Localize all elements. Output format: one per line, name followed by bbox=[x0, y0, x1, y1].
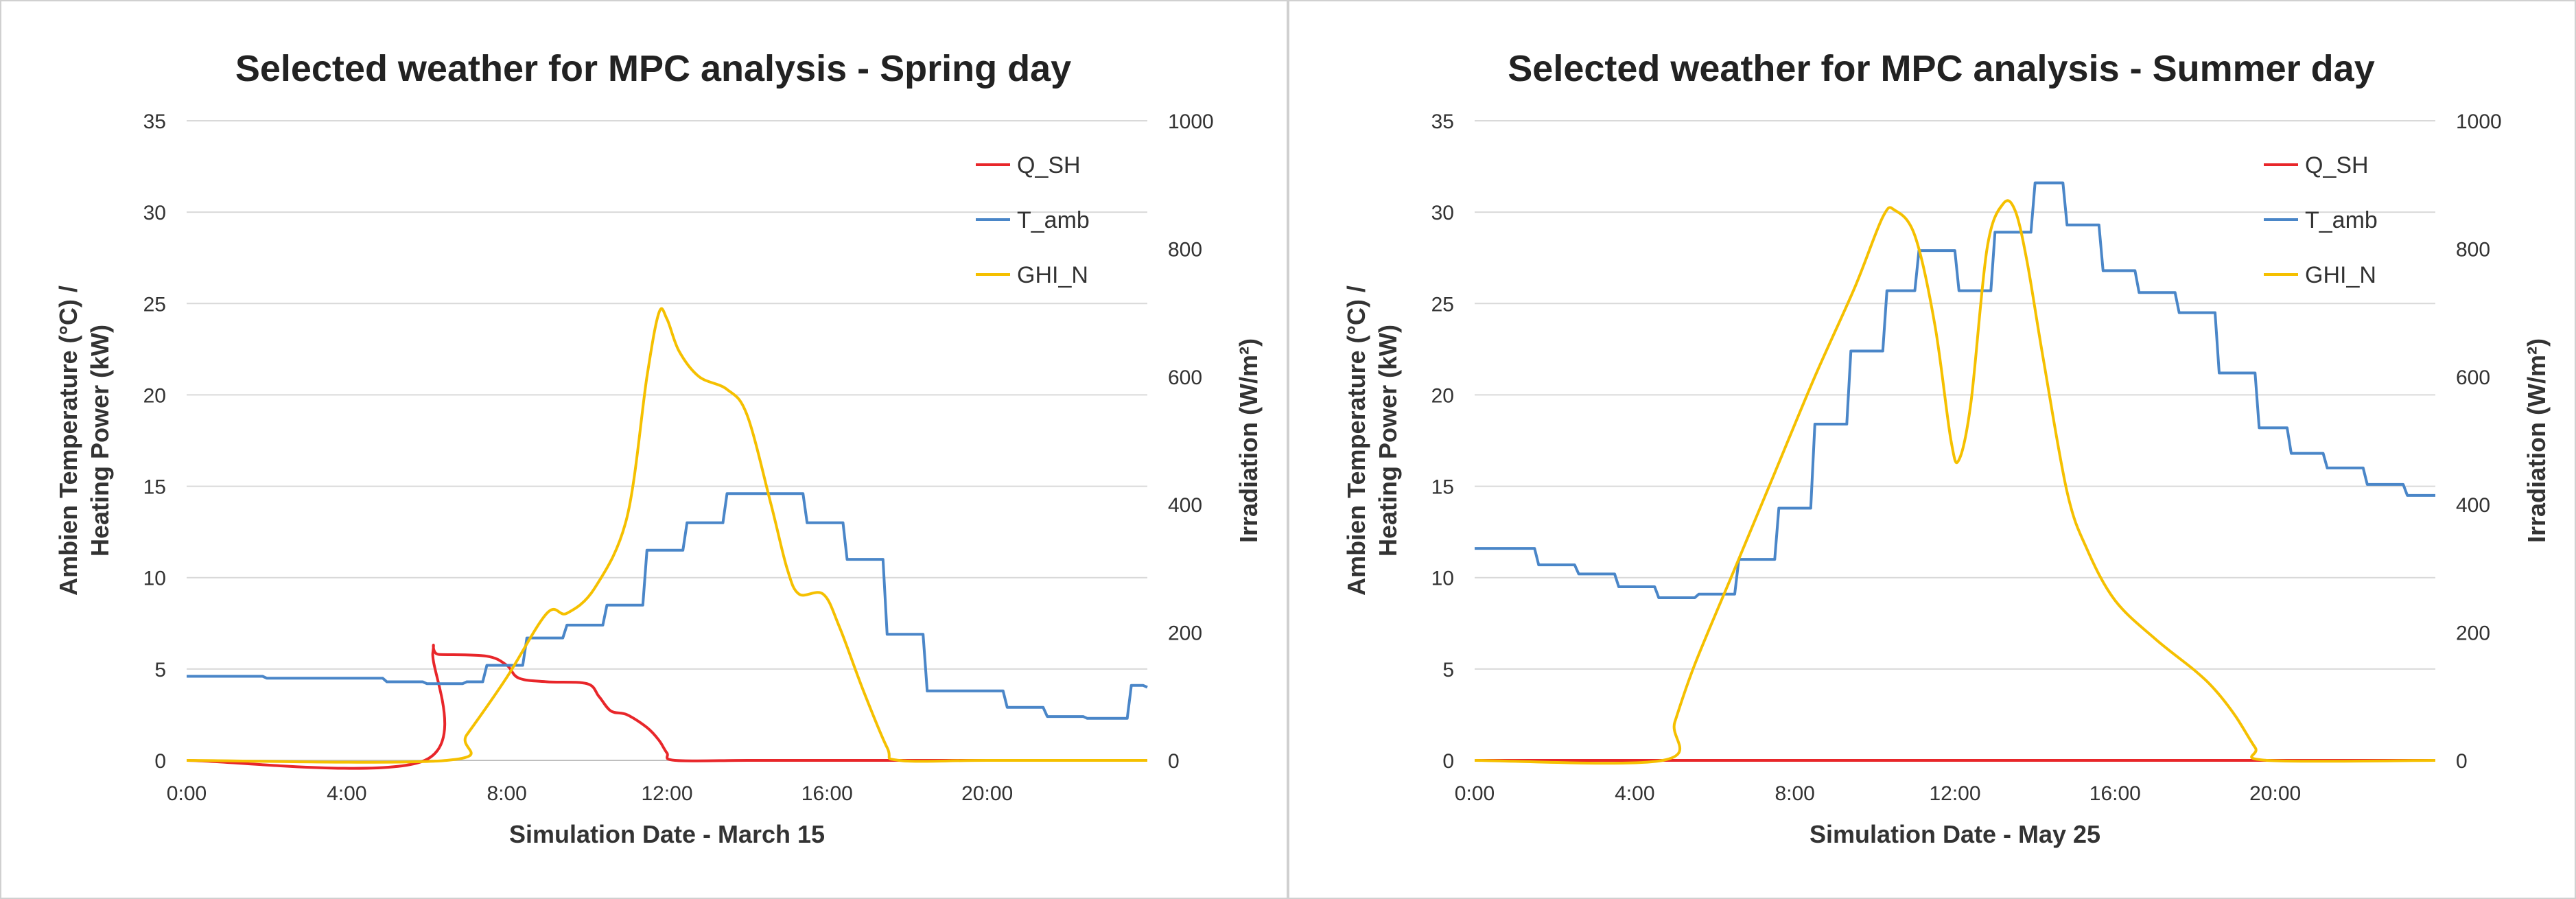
legend-label: T_amb bbox=[1017, 207, 1090, 233]
panel-frame bbox=[0, 0, 1288, 899]
y-right-tick-label: 800 bbox=[2456, 238, 2490, 261]
y-right-tick-label: 1000 bbox=[1168, 110, 1214, 133]
chart-title: Selected weather for MPC analysis - Summ… bbox=[1508, 48, 2374, 89]
y-left-axis-label: Heating Power (kW) bbox=[1374, 325, 1402, 557]
series-line-ghi-n bbox=[186, 307, 1147, 764]
x-tick-label: 16:00 bbox=[2089, 782, 2141, 805]
series-line-t-amb bbox=[187, 492, 1148, 720]
y-right-tick-label: 800 bbox=[1168, 238, 1202, 261]
x-tick-label: 8:00 bbox=[1775, 782, 1814, 805]
summer-chart: Selected weather for MPC analysis - Summ… bbox=[1342, 48, 2551, 848]
y-left-tick-label: 35 bbox=[1431, 110, 1454, 133]
legend-label: Q_SH bbox=[1017, 152, 1081, 178]
y-left-tick-label: 10 bbox=[1431, 568, 1454, 590]
y-right-tick-label: 200 bbox=[2456, 622, 2490, 645]
y-right-tick-label: 0 bbox=[1168, 750, 1180, 773]
x-tick-label: 20:00 bbox=[2249, 782, 2301, 805]
x-tick-label: 12:00 bbox=[641, 782, 692, 805]
x-tick-label: 16:00 bbox=[801, 782, 853, 805]
x-tick-label: 8:00 bbox=[487, 782, 526, 805]
y-left-axis-label: Ambien Temperature (°C) / bbox=[54, 285, 82, 596]
x-tick-label: 4:00 bbox=[1615, 782, 1654, 805]
y-right-tick-label: 1000 bbox=[2456, 110, 2502, 133]
y-right-axis-label: Irradiation (W/m²) bbox=[1234, 338, 1263, 543]
x-tick-label: 12:00 bbox=[1929, 782, 1980, 805]
y-right-axis-label: Irradiation (W/m²) bbox=[2522, 338, 2551, 543]
y-left-tick-label: 25 bbox=[1431, 293, 1454, 316]
legend-label: GHI_N bbox=[1017, 262, 1088, 288]
y-right-tick-label: 400 bbox=[1168, 494, 1202, 517]
x-axis-label: Simulation Date - May 25 bbox=[1810, 820, 2100, 848]
y-left-tick-label: 30 bbox=[1431, 202, 1454, 224]
y-right-tick-label: 600 bbox=[2456, 366, 2490, 389]
y-left-tick-label: 15 bbox=[143, 476, 166, 499]
series-line-q-sh bbox=[186, 643, 1147, 770]
x-tick-label: 0:00 bbox=[1455, 782, 1495, 805]
x-axis-label: Simulation Date - March 15 bbox=[509, 820, 825, 848]
x-tick-label: 4:00 bbox=[327, 782, 366, 805]
x-tick-label: 0:00 bbox=[167, 782, 207, 805]
y-left-tick-label: 5 bbox=[154, 659, 166, 681]
y-left-tick-label: 30 bbox=[143, 202, 166, 224]
y-left-tick-label: 5 bbox=[1442, 659, 1454, 681]
x-tick-label: 20:00 bbox=[961, 782, 1013, 805]
y-right-tick-label: 400 bbox=[2456, 494, 2490, 517]
summer-chart-panel: Selected weather for MPC analysis - Summ… bbox=[1288, 0, 2576, 899]
spring-chart-panel: Selected weather for MPC analysis - Spri… bbox=[0, 0, 1288, 899]
legend-label: T_amb bbox=[2305, 207, 2378, 233]
y-left-tick-label: 20 bbox=[1431, 384, 1454, 407]
panel-frame bbox=[1288, 0, 2576, 899]
legend-label: Q_SH bbox=[2305, 152, 2369, 178]
chart-title: Selected weather for MPC analysis - Spri… bbox=[235, 48, 1071, 89]
y-left-tick-label: 15 bbox=[1431, 476, 1454, 499]
y-left-tick-label: 10 bbox=[143, 568, 166, 590]
legend-label: GHI_N bbox=[2305, 262, 2376, 288]
spring-chart: Selected weather for MPC analysis - Spri… bbox=[54, 48, 1263, 848]
y-left-tick-label: 25 bbox=[143, 293, 166, 316]
y-right-tick-label: 0 bbox=[2456, 750, 2468, 773]
y-right-tick-label: 200 bbox=[1168, 622, 1202, 645]
y-right-tick-label: 600 bbox=[1168, 366, 1202, 389]
y-left-tick-label: 0 bbox=[154, 750, 166, 773]
series-line-t-amb bbox=[1475, 181, 2435, 599]
y-left-tick-label: 35 bbox=[143, 110, 166, 133]
y-left-axis-label: Heating Power (kW) bbox=[86, 325, 114, 557]
y-left-tick-label: 0 bbox=[1442, 750, 1454, 773]
y-left-axis-label: Ambien Temperature (°C) / bbox=[1342, 285, 1370, 596]
series-line-ghi-n bbox=[1474, 199, 2436, 765]
y-left-tick-label: 20 bbox=[143, 384, 166, 407]
